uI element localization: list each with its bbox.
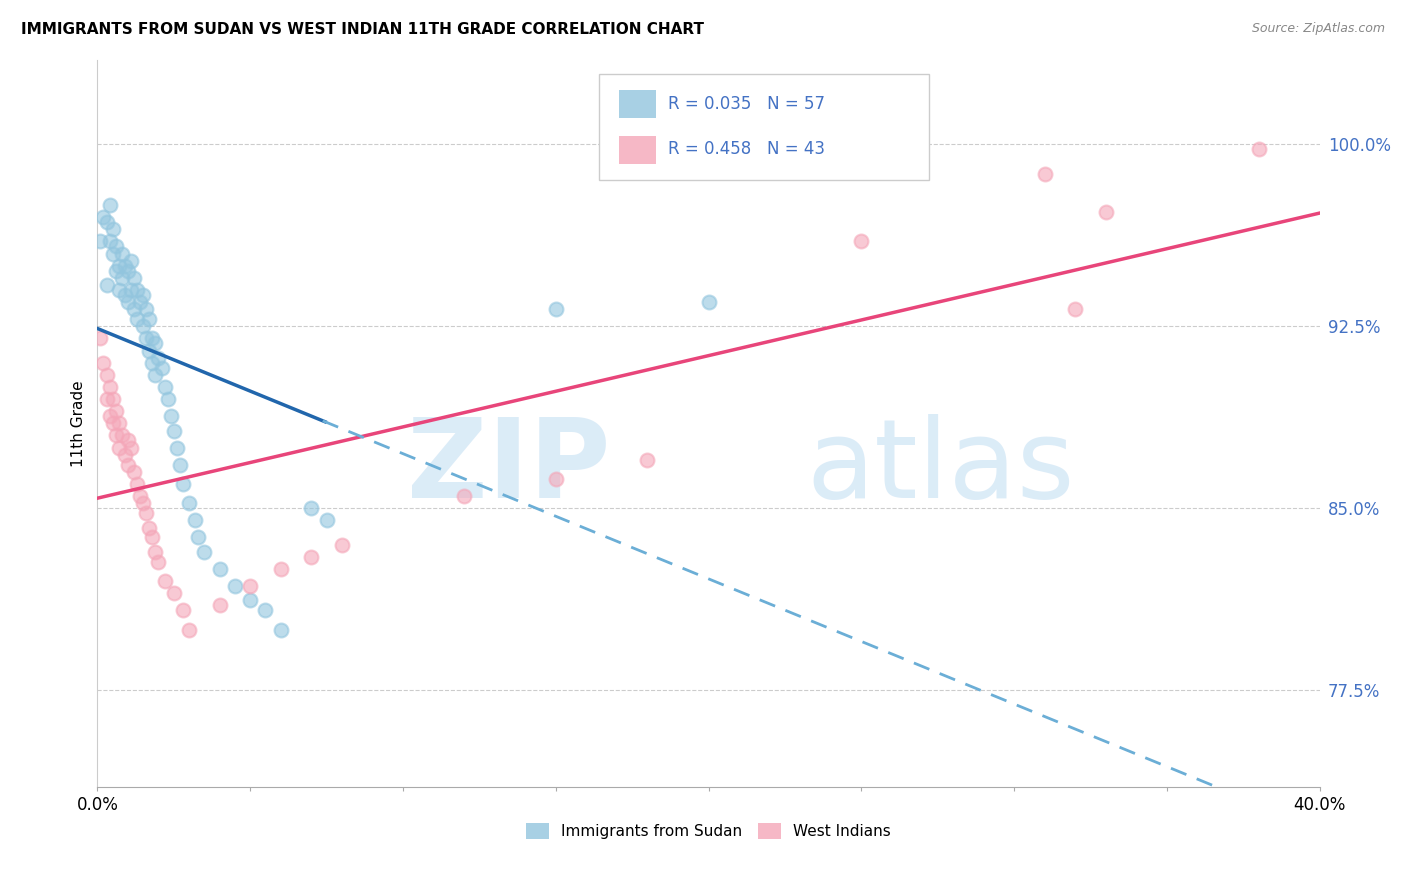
Text: Source: ZipAtlas.com: Source: ZipAtlas.com [1251,22,1385,36]
Bar [619,90,657,118]
Text: atlas: atlas [806,414,1074,521]
Bar [619,136,657,163]
Text: ZIP: ZIP [408,414,610,521]
FancyBboxPatch shape [599,74,928,179]
Y-axis label: 11th Grade: 11th Grade [72,380,86,467]
Text: R = 0.035   N = 57: R = 0.035 N = 57 [668,95,825,113]
Text: IMMIGRANTS FROM SUDAN VS WEST INDIAN 11TH GRADE CORRELATION CHART: IMMIGRANTS FROM SUDAN VS WEST INDIAN 11T… [21,22,704,37]
Legend: Immigrants from Sudan, West Indians: Immigrants from Sudan, West Indians [520,817,897,845]
Text: R = 0.458   N = 43: R = 0.458 N = 43 [668,140,825,158]
